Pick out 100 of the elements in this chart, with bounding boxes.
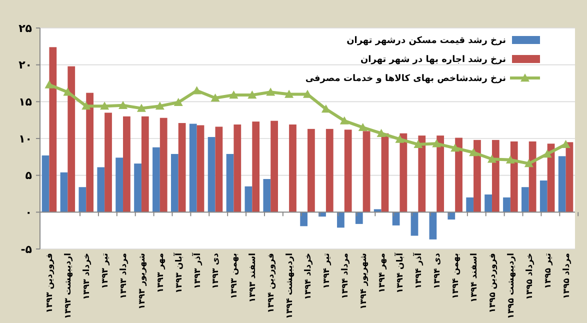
x-tick-label: دی ۱۳۹۴ [432, 252, 443, 289]
bar [97, 167, 105, 212]
point [248, 90, 257, 99]
x-tick-label: آبان ۱۳۹۴ [394, 252, 406, 294]
bar [429, 212, 437, 240]
bar [474, 140, 481, 212]
x-tick-label: دی ۱۳۹۳ [211, 252, 222, 289]
y-tick-label: ۱۰ [18, 132, 32, 146]
x-tick-label: تیر ۱۳۹۵ [543, 253, 554, 289]
point [100, 102, 110, 110]
x-tick-label: مهر ۱۳۹۳ [156, 253, 166, 293]
bar [270, 120, 278, 212]
bar [326, 128, 334, 212]
legend-label: نرخ رشد اجاره بها در شهر تهران [360, 55, 506, 66]
bar [522, 187, 529, 212]
bar [362, 131, 370, 212]
bar [455, 138, 462, 212]
bar [86, 92, 94, 212]
x-tick-label: مرداد ۱۳۹۵ [562, 253, 572, 299]
bar [381, 133, 389, 212]
point [376, 128, 386, 137]
bar [215, 126, 223, 212]
bar [484, 194, 492, 212]
x-tick-label: فروردین ۱۳۹۴ [266, 253, 277, 313]
bar [208, 137, 216, 212]
point [487, 154, 496, 163]
legend-label: نرخ رشدشاخص بهای کالاها و خدمات مصرفی [305, 74, 506, 84]
x-tick-label: اردیبهشت ۱۳۹۵ [506, 252, 516, 319]
legend-label: نرخ رشد قیمت مسکن درشهر تهران [346, 36, 506, 46]
bar [152, 147, 160, 212]
point [82, 102, 91, 110]
bar [418, 136, 426, 212]
bar [289, 124, 296, 212]
x-tick-label: آذر ۱۳۹۳ [190, 252, 203, 289]
y-tick-label: -۵ [20, 242, 32, 256]
point [432, 139, 442, 148]
bar [234, 124, 242, 212]
point [506, 155, 515, 164]
bar [308, 128, 315, 212]
y-tick-label: ۲۰ [18, 58, 32, 72]
bar [104, 112, 112, 212]
bar [337, 212, 344, 228]
bar [436, 136, 444, 212]
bar [263, 179, 271, 212]
point [524, 159, 534, 168]
x-tick-label: خرداد ۱۳۹۵ [524, 253, 535, 300]
bar [300, 212, 308, 226]
bar [558, 156, 566, 212]
point [358, 122, 368, 132]
x-tick-label: آبان ۱۳۹۳ [172, 252, 184, 294]
point [469, 148, 478, 156]
point [561, 140, 570, 148]
bar [540, 180, 548, 212]
bar [566, 142, 574, 212]
y-tick-label: ۰ [25, 206, 32, 220]
point [414, 140, 423, 148]
x-tick-label: بهمن ۱۳۹۴ [451, 253, 462, 299]
point [284, 90, 294, 98]
bar [68, 66, 76, 212]
point [340, 116, 349, 124]
x-tick-label: فروردین ۱۳۹۵ [488, 253, 498, 313]
bar [344, 130, 352, 212]
bar [178, 123, 186, 212]
y-tick-label: ۲۵ [18, 22, 32, 35]
point [321, 104, 330, 113]
y-tick-label: ۵ [25, 169, 32, 182]
x-tick-label: مرداد ۱۳۹۴ [340, 253, 350, 299]
point [395, 134, 404, 143]
point [174, 98, 183, 106]
bar [189, 124, 197, 212]
bar [170, 154, 178, 212]
point [542, 149, 552, 158]
bar [392, 212, 400, 226]
x-tick-label: خرداد ۱۳۹۳ [82, 253, 92, 300]
bar [196, 125, 204, 212]
bar [448, 212, 456, 220]
bar [42, 155, 50, 212]
bar [116, 158, 124, 212]
point [118, 100, 128, 109]
bar [141, 116, 149, 212]
bar [49, 47, 57, 212]
x-tick-label: تیر ۱۳۹۴ [322, 253, 332, 289]
x-tick-label: آذر ۱۳۹۴ [412, 252, 424, 289]
x-tick-label: اسفند ۱۳۹۳ [248, 252, 258, 302]
bar [78, 187, 86, 212]
bar [60, 172, 68, 212]
bar [492, 140, 500, 212]
point [450, 144, 460, 152]
bar [400, 133, 408, 212]
point [155, 102, 164, 110]
x-tick-label: فروردین ۱۳۹۳ [45, 253, 56, 313]
x-tick-label: بهمن ۱۳۹۳ [230, 253, 240, 299]
y-tick-label: ۱۵ [18, 96, 32, 109]
bar [355, 212, 363, 224]
bar [510, 141, 518, 212]
bar [123, 116, 130, 212]
bar [226, 154, 234, 212]
point [136, 104, 146, 112]
point [229, 90, 238, 99]
x-tick-label: اردیبهشت ۱۳۹۴ [285, 252, 296, 319]
